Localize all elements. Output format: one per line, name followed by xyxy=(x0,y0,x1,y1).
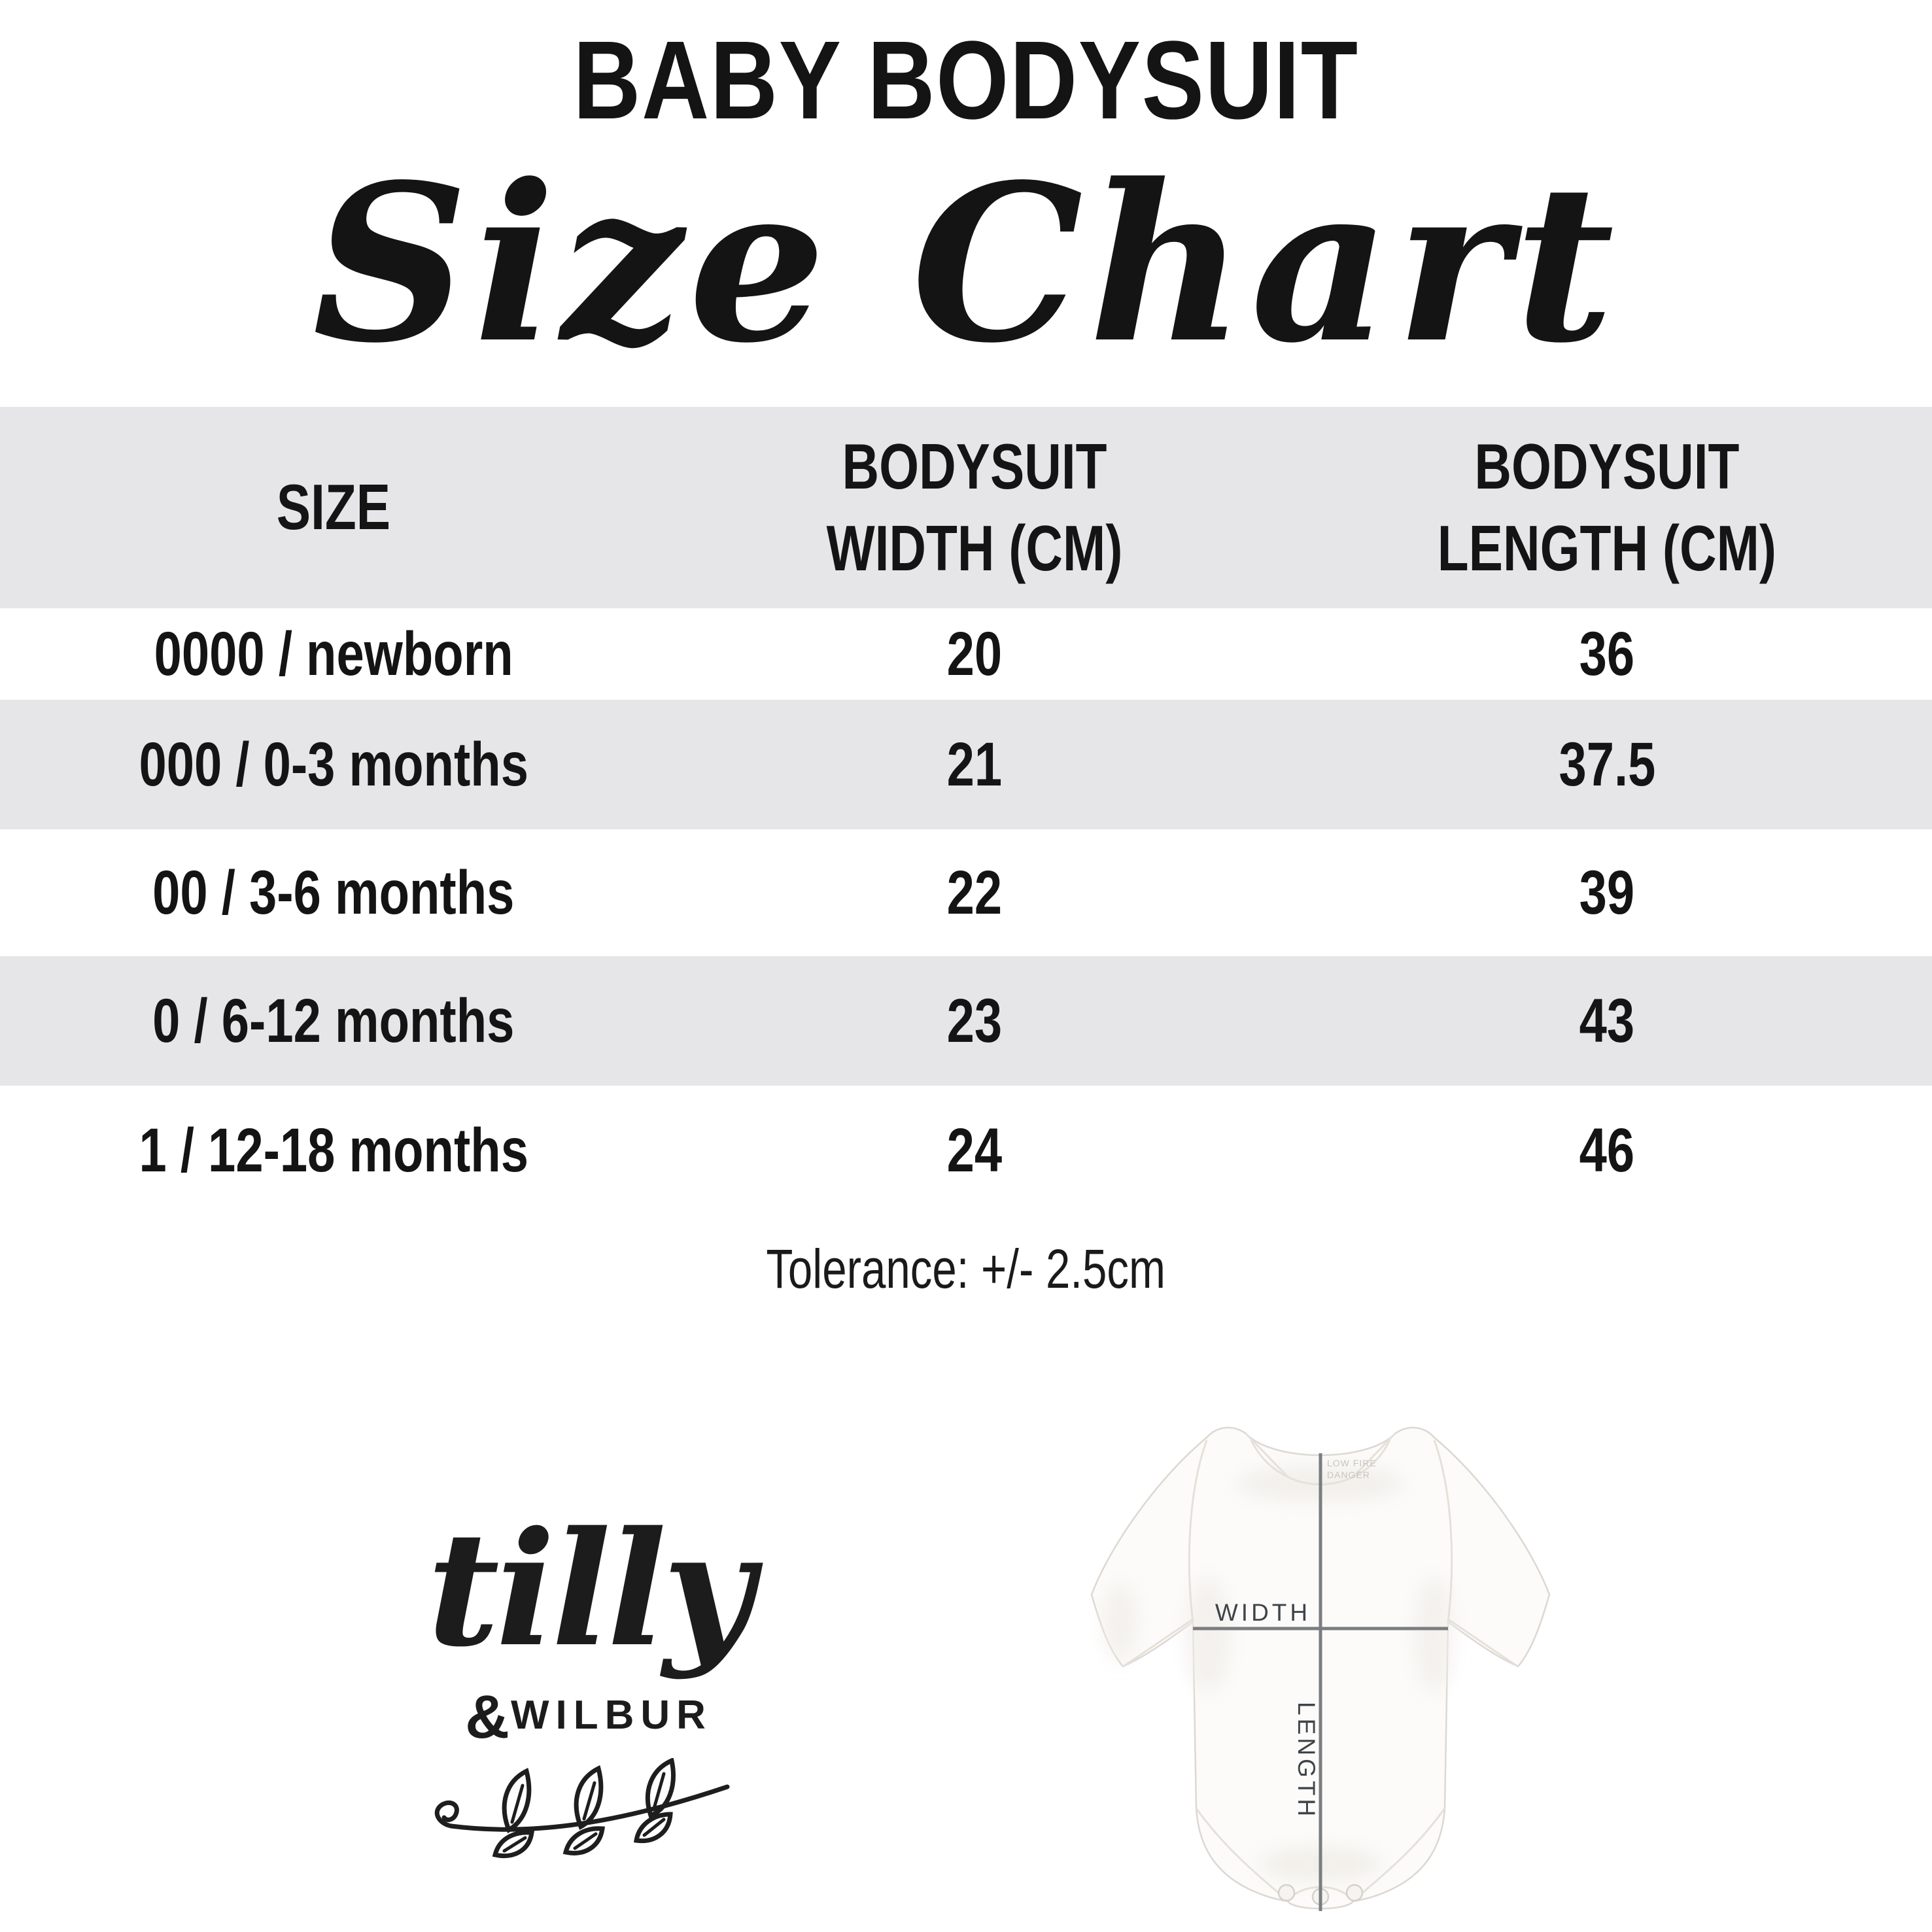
svg-text:LOW FIRE: LOW FIRE xyxy=(1327,1458,1377,1468)
table-row: 00 / 3-6 months 22 39 xyxy=(0,829,1932,956)
brand-caps-name: WILBUR xyxy=(510,1693,712,1738)
neck-tag: LOW FIRE DANGER xyxy=(1327,1458,1377,1480)
table-header-row: SIZE BODYSUIT WIDTH (CM) BODYSUIT LENGTH… xyxy=(0,407,1932,608)
width-cell: 23 xyxy=(946,986,1003,1056)
size-cell: 0000 / newborn xyxy=(154,619,513,689)
table-row: 000 / 0-3 months 21 37.5 xyxy=(0,700,1932,829)
column-header-length: BODYSUIT LENGTH (CM) xyxy=(1437,430,1777,584)
length-cell: 39 xyxy=(1579,857,1635,927)
ampersand: & xyxy=(465,1682,511,1751)
length-cell: 43 xyxy=(1579,986,1635,1056)
size-cell: 000 / 0-3 months xyxy=(139,729,528,799)
page-subtitle: Size Chart xyxy=(312,137,1620,390)
brand-logo: tilly &WILBUR xyxy=(392,1511,785,1866)
column-header-width: BODYSUIT WIDTH (CM) xyxy=(826,430,1123,584)
table-row: 0000 / newborn 20 36 xyxy=(0,608,1932,700)
length-cell: 36 xyxy=(1579,619,1635,689)
width-cell: 22 xyxy=(946,857,1003,927)
length-label: LENGTH xyxy=(1293,1702,1320,1820)
length-cell: 46 xyxy=(1579,1115,1635,1185)
laurel-branch-icon xyxy=(392,1757,785,1866)
brand-caps-row: &WILBUR xyxy=(392,1686,785,1748)
size-cell: 1 / 12-18 months xyxy=(139,1115,528,1185)
length-cell: 37.5 xyxy=(1559,729,1655,799)
width-cell: 21 xyxy=(946,729,1003,799)
table-row: 1 / 12-18 months 24 46 xyxy=(0,1086,1932,1215)
svg-text:DANGER: DANGER xyxy=(1327,1470,1370,1480)
size-table: SIZE BODYSUIT WIDTH (CM) BODYSUIT LENGTH… xyxy=(0,407,1932,1215)
table-row: 0 / 6-12 months 23 43 xyxy=(0,956,1932,1086)
column-header-size: SIZE xyxy=(276,471,391,543)
width-cell: 24 xyxy=(946,1115,1003,1185)
page-title: BABY BODYSUIT xyxy=(573,18,1359,143)
size-cell: 00 / 3-6 months xyxy=(152,857,515,927)
width-label: WIDTH xyxy=(1215,1599,1311,1626)
tolerance-note: Tolerance: +/- 2.5cm xyxy=(766,1238,1166,1300)
brand-script-name: tilly xyxy=(427,1497,754,1682)
bodysuit-figure: LOW FIRE DANGER WIDTH LENGTH xyxy=(1058,1406,1587,1932)
width-cell: 20 xyxy=(946,619,1003,689)
measurement-lines xyxy=(1193,1453,1448,1911)
size-cell: 0 / 6-12 months xyxy=(152,986,515,1056)
